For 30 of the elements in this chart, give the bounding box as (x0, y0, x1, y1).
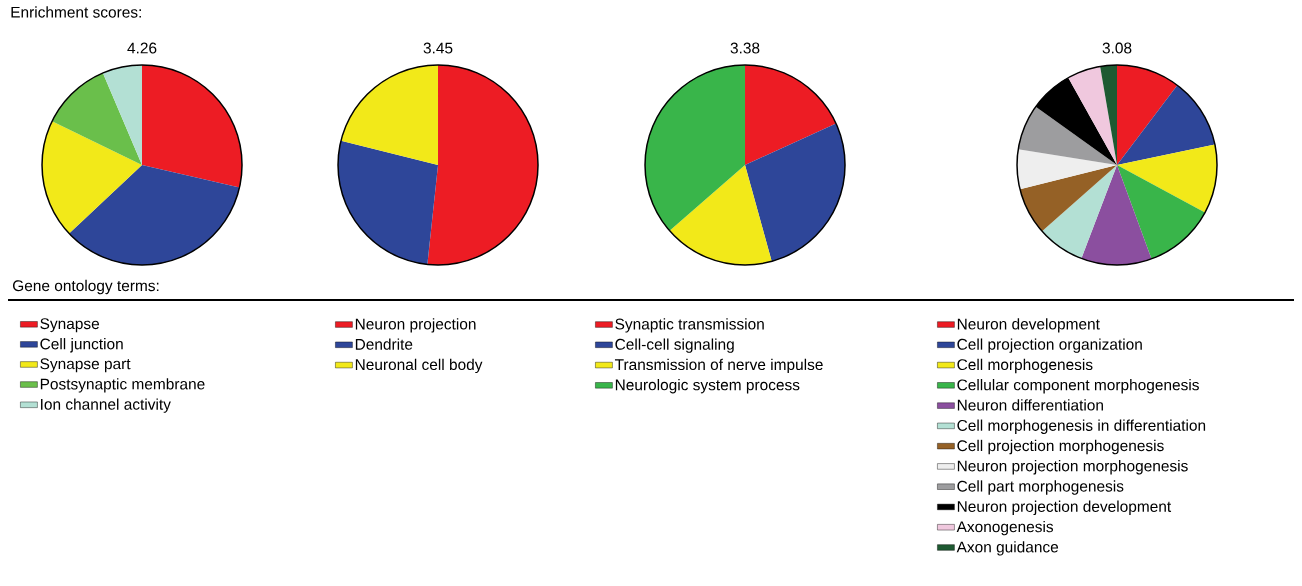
legend-label: Cellular component morphogenesis (957, 379, 1199, 394)
legend-label: Neuron development (957, 318, 1100, 333)
chart-title: 3.38 (730, 42, 760, 54)
chart-title: 3.08 (1102, 42, 1132, 54)
legend-label: Cell projection organization (957, 338, 1142, 353)
legend-label: Synapse (40, 318, 100, 333)
legend-label: Synaptic transmission (615, 318, 764, 333)
legend-label: Cell-cell signaling (615, 338, 734, 353)
legend-label: Cell junction (40, 338, 123, 353)
legend-label: Neuron projection morphogenesis (957, 460, 1188, 475)
legend-label: Neurologic system process (615, 379, 800, 394)
legend-label: Axonogenesis (956, 520, 1054, 536)
legend-label: Neuronal cell body (355, 358, 483, 374)
legend-title: Gene ontology terms: (13, 279, 159, 295)
chart-title: 3.45 (423, 42, 453, 54)
text: Enrichment scores: (11, 6, 141, 18)
legend-label: Synapse part (40, 358, 131, 373)
legend-label: Cell projection morphogenesis (957, 439, 1164, 455)
legend-label: Postsynaptic membrane (40, 378, 205, 393)
legend-label: Dendrite (355, 338, 413, 350)
legend-label: Neuron projection development (957, 500, 1172, 516)
legend-label: Cell part morphogenesis (957, 480, 1124, 495)
legend-label: Neuron projection (355, 318, 476, 333)
legend-label: Neuron differentiation (957, 399, 1103, 411)
legend-label: Transmission of nerve impulse (614, 358, 823, 374)
legend-label: Axon guidance (956, 541, 1059, 556)
legend-label: Cell morphogenesis in differentiation (957, 419, 1206, 434)
legend-label: Cell morphogenesis (957, 358, 1093, 374)
chart-title: 4.26 (127, 42, 157, 54)
legend-label: Ion channel activity (41, 398, 171, 413)
